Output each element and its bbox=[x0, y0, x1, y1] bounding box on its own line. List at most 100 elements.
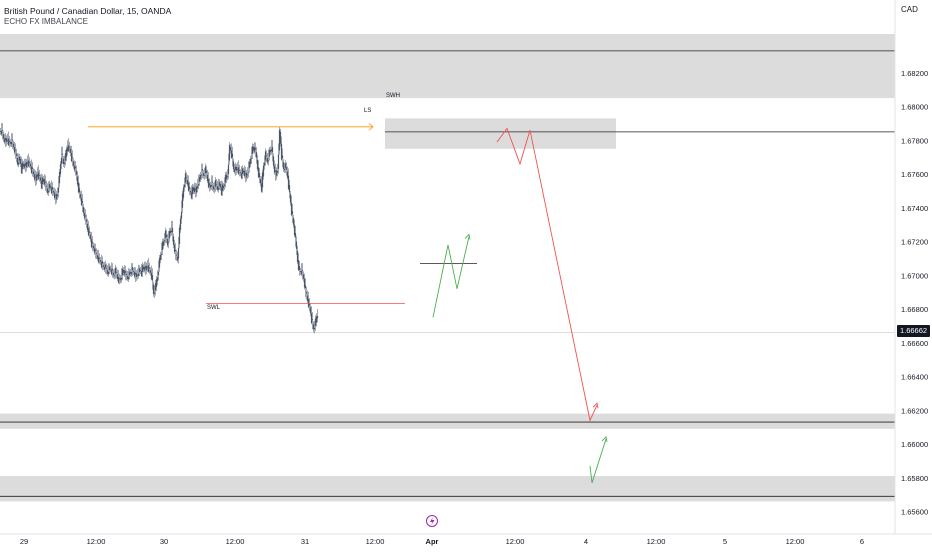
candle-body bbox=[211, 181, 214, 183]
candle-body bbox=[210, 185, 213, 187]
candle-body bbox=[2, 134, 5, 139]
candle-body bbox=[49, 185, 52, 188]
candle-body bbox=[123, 270, 126, 275]
candle-body bbox=[20, 163, 23, 174]
candle-body bbox=[222, 185, 225, 189]
candle-body bbox=[45, 185, 48, 187]
candle-body bbox=[12, 143, 15, 148]
candle-body bbox=[67, 145, 70, 152]
candle-body bbox=[182, 187, 185, 198]
candle-body bbox=[223, 184, 226, 186]
time-tick-label: 12:00 bbox=[226, 537, 245, 546]
candle-body bbox=[97, 256, 100, 263]
indicator-label[interactable]: ECHO FX IMBALANCE bbox=[4, 17, 89, 26]
candle-body bbox=[56, 194, 59, 196]
candle-body bbox=[315, 316, 318, 323]
candle-body bbox=[195, 186, 198, 193]
candle-body bbox=[65, 149, 68, 158]
imbalance-zone bbox=[0, 476, 895, 502]
candle-body bbox=[231, 153, 234, 158]
candle-body bbox=[61, 153, 64, 155]
currency-label[interactable]: CAD bbox=[901, 5, 918, 14]
candle-body bbox=[251, 146, 254, 154]
candle-body bbox=[159, 255, 162, 261]
candle-body bbox=[187, 182, 190, 191]
candle-body bbox=[105, 268, 108, 269]
candle-body bbox=[273, 165, 276, 173]
liquidity-sweep-label: LS bbox=[364, 108, 371, 114]
candle-body bbox=[168, 231, 171, 239]
candle-body bbox=[205, 170, 208, 173]
candle-body bbox=[107, 271, 110, 275]
candle-body bbox=[110, 269, 113, 275]
candle-body bbox=[54, 195, 57, 197]
candle-body bbox=[314, 318, 317, 326]
candle-body bbox=[122, 270, 125, 273]
candle-body bbox=[306, 295, 309, 301]
candle-body bbox=[248, 161, 251, 169]
bearish-projection-path bbox=[496, 127, 598, 422]
price-axis: 1.68200 1.68000 1.67800 1.67600 1.67400 1.672… bbox=[894, 0, 928, 534]
candle-body bbox=[262, 165, 265, 177]
candle-body bbox=[202, 173, 205, 176]
candle-body bbox=[47, 190, 50, 193]
imbalance-zone bbox=[0, 413, 895, 429]
price-tick-label: 1.65600 bbox=[901, 508, 928, 517]
candle-body bbox=[270, 149, 273, 152]
candle-body bbox=[279, 131, 282, 144]
candle-body bbox=[199, 174, 202, 180]
candle-body bbox=[139, 270, 142, 272]
candle-body bbox=[283, 168, 286, 171]
projection-arrowhead bbox=[592, 402, 599, 409]
candle-body bbox=[70, 152, 73, 162]
time-tick-label: 31 bbox=[301, 537, 309, 546]
candle-body bbox=[284, 163, 287, 169]
candle-body bbox=[101, 261, 104, 264]
candle-body bbox=[112, 272, 115, 276]
time-tick-label: 12:00 bbox=[87, 537, 106, 546]
candle-body bbox=[13, 147, 16, 153]
candle-body bbox=[152, 284, 155, 294]
candle-body bbox=[115, 271, 118, 273]
candle-body bbox=[178, 227, 181, 245]
candle-body bbox=[3, 138, 6, 143]
candle-body bbox=[180, 211, 183, 219]
candle-body bbox=[52, 190, 55, 193]
candle-body bbox=[23, 163, 26, 168]
candle-body bbox=[4, 137, 7, 141]
candle-body bbox=[304, 285, 307, 289]
candle-body bbox=[259, 179, 262, 184]
swing-high-label: SWH bbox=[386, 93, 400, 99]
candle-body bbox=[161, 241, 164, 250]
candle-body bbox=[6, 140, 9, 142]
candle-body bbox=[172, 236, 175, 245]
candle-body bbox=[149, 270, 152, 273]
candle-body bbox=[177, 248, 180, 259]
candle-body bbox=[15, 153, 18, 156]
candle-body bbox=[234, 166, 237, 170]
candle-body bbox=[30, 166, 33, 174]
candle-body bbox=[164, 230, 167, 239]
candle-body bbox=[216, 185, 219, 190]
candle-body bbox=[313, 327, 316, 330]
candle-body bbox=[169, 230, 172, 234]
candle-body bbox=[71, 157, 74, 158]
candle-body bbox=[292, 217, 295, 225]
candle-body bbox=[99, 260, 102, 262]
candle-body bbox=[27, 160, 30, 167]
symbol-title[interactable]: British Pound / Canadian Dollar, 15, OAN… bbox=[4, 6, 172, 16]
candle-body bbox=[117, 276, 120, 283]
candle-body bbox=[196, 186, 199, 189]
candle-body bbox=[55, 193, 58, 200]
swing-low-label: SWL bbox=[207, 305, 221, 311]
candle-body bbox=[238, 169, 241, 171]
candle-body bbox=[235, 166, 238, 171]
candle-body bbox=[98, 258, 101, 259]
candle-body bbox=[232, 161, 235, 169]
candle-body bbox=[224, 175, 227, 183]
candle-body bbox=[144, 266, 147, 269]
candle-body bbox=[66, 147, 69, 152]
lightning-bolt-icon bbox=[430, 517, 435, 526]
